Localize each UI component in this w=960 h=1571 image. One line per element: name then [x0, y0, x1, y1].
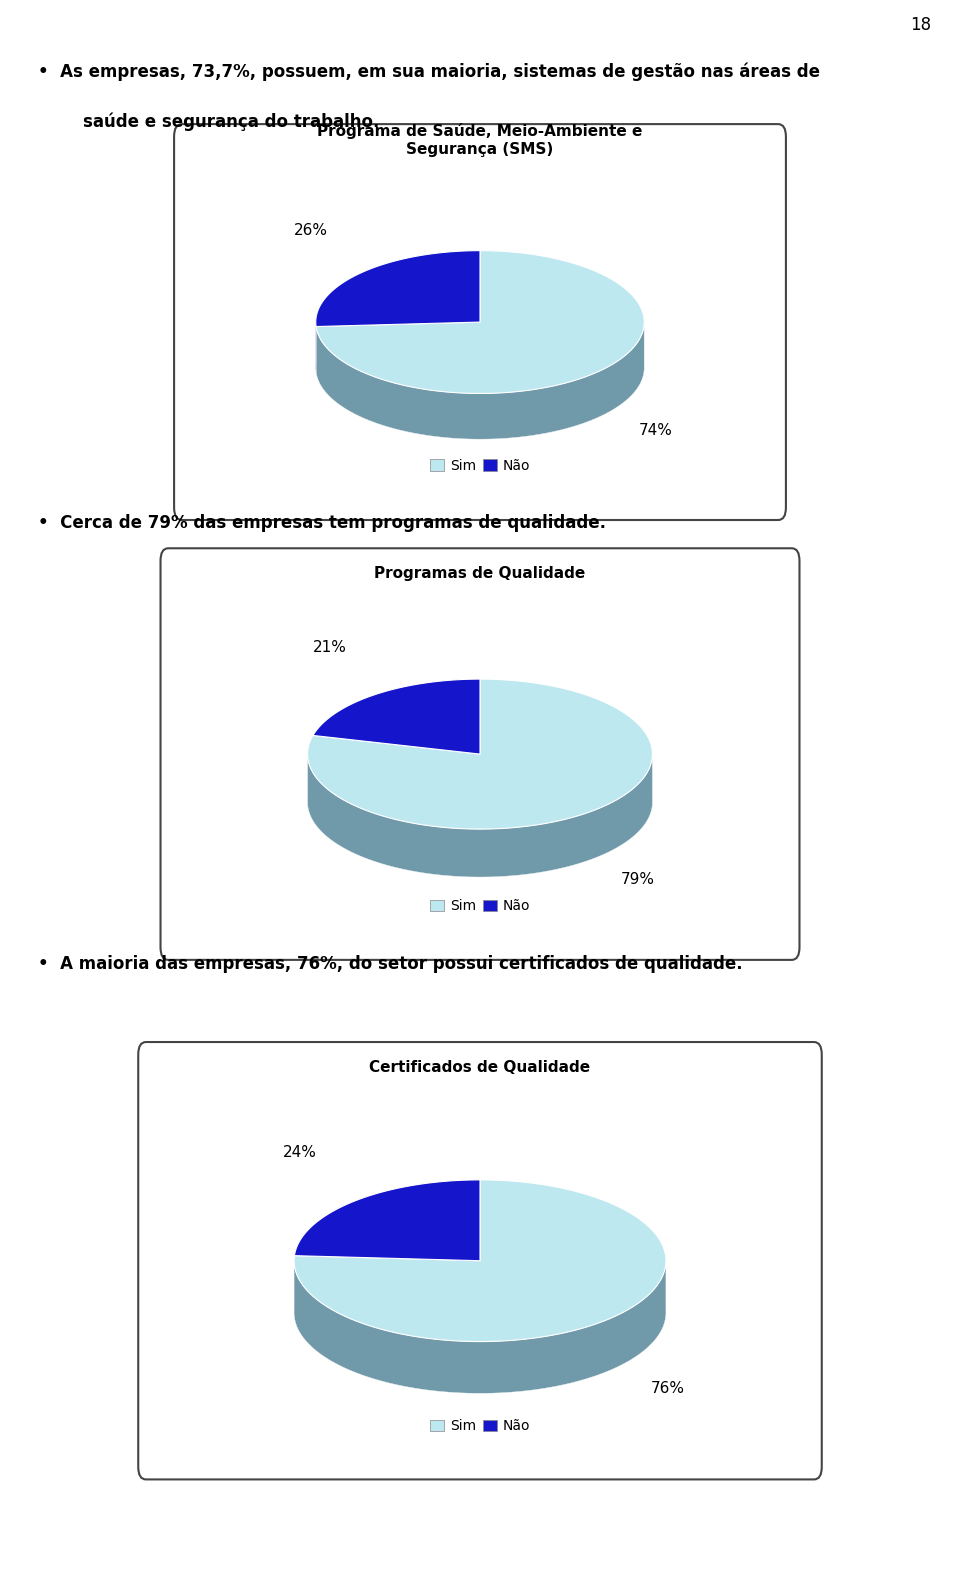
Text: •  A maioria das empresas, 76%, do setor possui certificados de qualidade.: • A maioria das empresas, 76%, do setor …: [38, 955, 743, 972]
Text: 26%: 26%: [294, 223, 328, 237]
Title: Programa de Saúde, Meio-Ambiente e
Segurança (SMS): Programa de Saúde, Meio-Ambiente e Segur…: [318, 124, 642, 157]
Polygon shape: [316, 251, 480, 327]
Text: 24%: 24%: [283, 1145, 317, 1159]
Text: 79%: 79%: [621, 872, 655, 886]
Polygon shape: [307, 754, 653, 877]
Polygon shape: [313, 679, 480, 754]
Text: •  As empresas, 73,7%, possuem, em sua maioria, sistemas de gestão nas áreas de: • As empresas, 73,7%, possuem, em sua ma…: [38, 63, 821, 82]
Ellipse shape: [294, 1232, 666, 1393]
Text: 76%: 76%: [651, 1381, 685, 1397]
Legend: Sim, Não: Sim, Não: [424, 894, 536, 919]
Text: 74%: 74%: [639, 424, 673, 438]
Text: 18: 18: [910, 16, 931, 33]
Ellipse shape: [307, 727, 653, 877]
Polygon shape: [316, 251, 644, 393]
Text: 21%: 21%: [313, 639, 347, 655]
Legend: Sim, Não: Sim, Não: [424, 1414, 536, 1439]
Polygon shape: [307, 679, 653, 829]
Ellipse shape: [316, 297, 644, 440]
Text: •  Cerca de 79% das empresas tem programas de qualidade.: • Cerca de 79% das empresas tem programa…: [38, 514, 607, 531]
Legend: Sim, Não: Sim, Não: [424, 454, 536, 479]
Title: Certificados de Qualidade: Certificados de Qualidade: [370, 1060, 590, 1075]
Polygon shape: [316, 322, 644, 440]
Text: saúde e segurança do trabalho.: saúde e segurança do trabalho.: [83, 113, 379, 132]
Title: Programas de Qualidade: Programas de Qualidade: [374, 566, 586, 581]
Polygon shape: [294, 1180, 666, 1342]
Polygon shape: [294, 1262, 666, 1393]
Polygon shape: [295, 1180, 480, 1262]
